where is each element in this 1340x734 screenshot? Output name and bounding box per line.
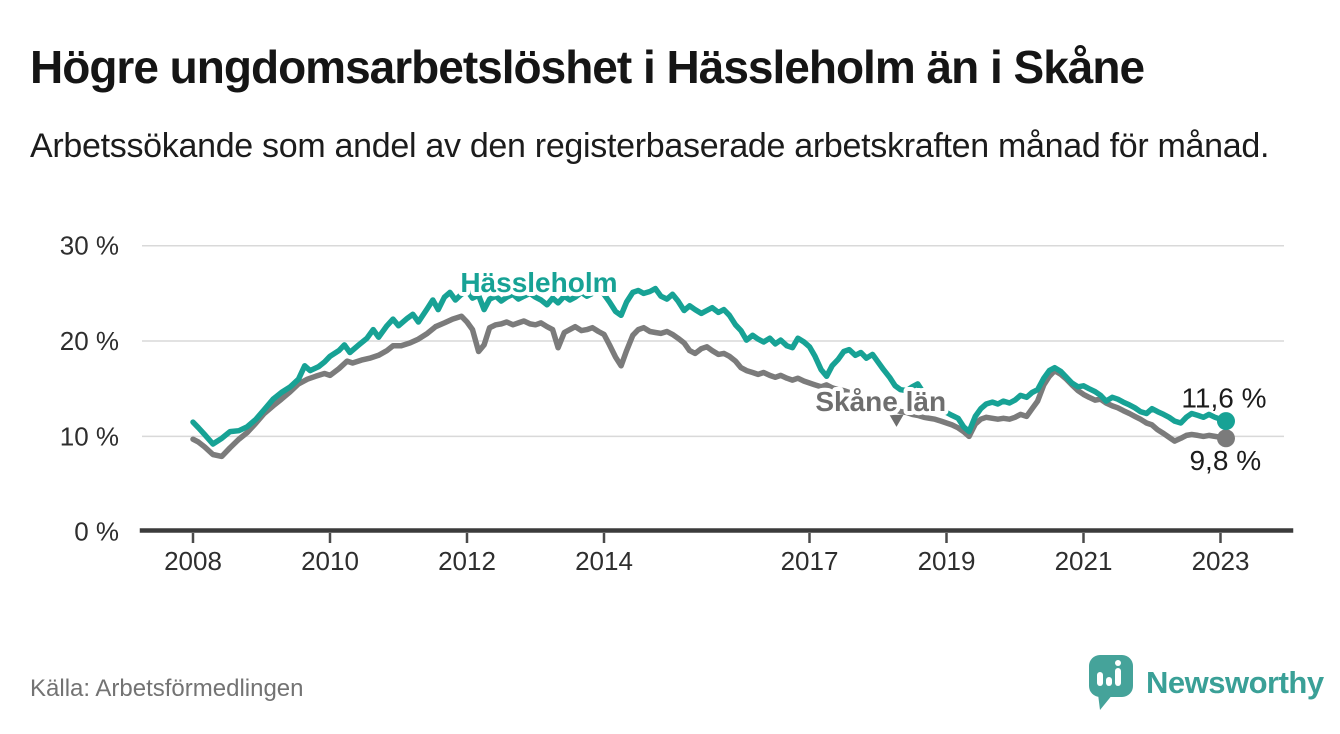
chart-subtitle: Arbetssökande som andel av den registerb… <box>30 127 1270 165</box>
x-tick-label-2012: 2012 <box>438 546 496 576</box>
series-label-skane: Skåne län <box>815 386 946 417</box>
bar-short <box>1106 677 1112 686</box>
y-tick-label-0: 0 % <box>74 517 119 547</box>
y-tick-label-10: 10 % <box>60 421 119 451</box>
x-tick-label-2021: 2021 <box>1055 546 1113 576</box>
bubble-body <box>1089 655 1133 697</box>
source-note: Källa: Arbetsförmedlingen <box>30 675 304 702</box>
bar-tall <box>1115 668 1121 686</box>
end-dot-hassleholm <box>1216 412 1235 431</box>
end-value-label-skane: 9,8 % <box>1189 445 1261 476</box>
newsworthy-logo: Newsworthy <box>1088 654 1324 712</box>
arrow-down-icon-skane <box>889 414 904 427</box>
x-tick-label-2023: 2023 <box>1192 546 1250 576</box>
y-tick-label-30: 30 % <box>60 231 119 261</box>
chart-bubble-icon <box>1089 655 1133 710</box>
x-tick-label-2010: 2010 <box>301 546 359 576</box>
x-tick-label-2014: 2014 <box>575 546 633 576</box>
brand-wordmark: Newsworthy <box>1146 665 1324 700</box>
page-title: Högre ungdomsarbetslöshet i Hässleholm ä… <box>30 41 1145 93</box>
bar-medium <box>1097 672 1103 686</box>
series-label-hassleholm: Hässleholm <box>460 267 617 298</box>
bubble-tail <box>1098 694 1113 710</box>
y-tick-label-20: 20 % <box>60 326 119 356</box>
end-value-label-hassleholm: 11,6 % <box>1181 382 1266 413</box>
series-line-skane <box>190 313 1229 460</box>
x-tick-label-2017: 2017 <box>781 546 839 576</box>
x-tick-label-2019: 2019 <box>918 546 976 576</box>
end-dot-skane <box>1216 429 1235 448</box>
bar-dot <box>1115 660 1121 666</box>
series-line-hassleholm <box>190 285 1229 447</box>
x-tick-label-2008: 2008 <box>164 546 222 576</box>
